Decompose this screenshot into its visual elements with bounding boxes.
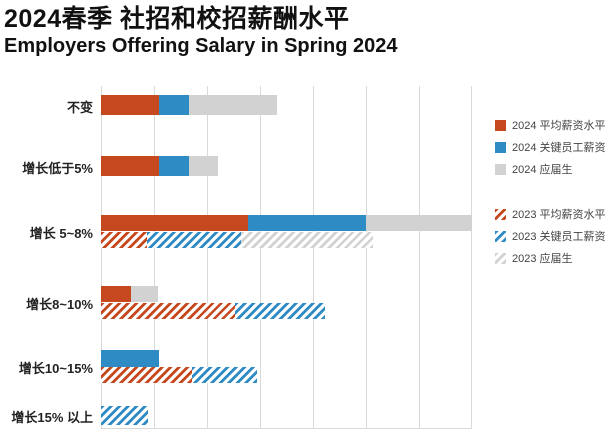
chart-subtitle: Employers Offering Salary in Spring 2024 bbox=[4, 35, 398, 57]
bar-2023-row5 bbox=[101, 367, 257, 383]
legend-label: 2024 应届生 bbox=[512, 164, 573, 176]
legend-item-2023-graduate_gray: 2023 应届生 bbox=[495, 252, 573, 265]
bar-segment-2024-avg_salary_red bbox=[101, 286, 131, 302]
legend-label: 2024 平均薪资水平 bbox=[512, 120, 606, 132]
gridline bbox=[154, 86, 155, 428]
legend-swatch-solid-key_staff_blue bbox=[495, 141, 506, 153]
bar-segment-2024-graduate_gray bbox=[188, 95, 277, 115]
gridline bbox=[313, 86, 314, 428]
bar-segment-2023-key_staff_blue bbox=[101, 406, 148, 425]
bar-segment-2024-key_staff_blue bbox=[101, 350, 160, 367]
legend-swatch-hatch-key_staff_blue bbox=[495, 230, 506, 242]
bar-segment-2023-key_staff_blue bbox=[146, 232, 241, 248]
bar-segment-2024-key_staff_blue bbox=[159, 95, 189, 115]
bar-segment-2023-avg_salary_red bbox=[101, 303, 235, 319]
legend-label: 2023 应届生 bbox=[512, 253, 573, 265]
category-label-3: 增长 5~8% bbox=[29, 226, 93, 241]
legend-label: 2024 关键员工薪资 bbox=[512, 142, 606, 154]
bar-segment-2023-key_staff_blue bbox=[192, 367, 257, 383]
bar-2024-row5 bbox=[101, 350, 160, 367]
legend-item-2023-avg_salary_red: 2023 平均薪资水平 bbox=[495, 208, 606, 221]
category-label-1: 不变 bbox=[66, 100, 93, 115]
plot-area bbox=[101, 86, 472, 429]
category-label-2: 增长低于5% bbox=[22, 161, 93, 176]
legend-item-2023-key_staff_blue: 2023 关键员工薪资 bbox=[495, 230, 606, 243]
gridline bbox=[207, 86, 208, 428]
bar-2024-row1 bbox=[101, 95, 277, 115]
bar-2024-row3 bbox=[101, 215, 472, 231]
gridline bbox=[471, 86, 472, 428]
gridline bbox=[419, 86, 420, 428]
legend-swatch-hatch-avg_salary_red bbox=[495, 208, 506, 220]
bar-2023-row4 bbox=[101, 303, 325, 319]
bar-2023-row6 bbox=[101, 406, 148, 425]
legend-label: 2023 关键员工薪资 bbox=[512, 231, 606, 243]
bar-segment-2024-graduate_gray bbox=[130, 286, 159, 302]
bar-segment-2024-graduate_gray bbox=[365, 215, 472, 231]
legend-swatch-solid-graduate_gray bbox=[495, 163, 506, 175]
bar-segment-2023-graduate_gray bbox=[240, 232, 374, 248]
bar-segment-2024-avg_salary_red bbox=[101, 215, 249, 231]
bar-segment-2023-avg_salary_red bbox=[101, 232, 147, 248]
legend-item-2024-avg_salary_red: 2024 平均薪资水平 bbox=[495, 119, 606, 132]
category-label-4: 增长8~10% bbox=[26, 297, 93, 312]
bar-segment-2024-avg_salary_red bbox=[101, 156, 160, 176]
bar-2023-row3 bbox=[101, 232, 374, 248]
bar-2024-row4 bbox=[101, 286, 159, 302]
bar-segment-2023-avg_salary_red bbox=[101, 367, 193, 383]
legend-swatch-solid-avg_salary_red bbox=[495, 119, 506, 131]
legend-item-2024-key_staff_blue: 2024 关键员工薪资 bbox=[495, 141, 606, 154]
gridline bbox=[101, 86, 102, 428]
gridline bbox=[366, 86, 367, 428]
bar-2024-row2 bbox=[101, 156, 218, 176]
legend-item-2024-graduate_gray: 2024 应届生 bbox=[495, 163, 573, 176]
bar-segment-2024-avg_salary_red bbox=[101, 95, 160, 115]
category-label-5: 增长10~15% bbox=[18, 361, 93, 376]
gridline bbox=[260, 86, 261, 428]
legend-label: 2023 平均薪资水平 bbox=[512, 209, 606, 221]
legend-swatch-hatch-graduate_gray bbox=[495, 252, 506, 264]
chart-title: 2024春季 社招和校招薪酬水平 bbox=[4, 5, 350, 33]
category-label-6: 增长15% 以上 bbox=[11, 410, 93, 425]
bar-segment-2024-graduate_gray bbox=[188, 156, 218, 176]
bar-segment-2023-key_staff_blue bbox=[234, 303, 325, 319]
bar-segment-2024-key_staff_blue bbox=[159, 156, 189, 176]
bar-segment-2024-key_staff_blue bbox=[248, 215, 366, 231]
chart-header: 2024春季 社招和校招薪酬水平 Employers Offering Sala… bbox=[4, 4, 603, 58]
